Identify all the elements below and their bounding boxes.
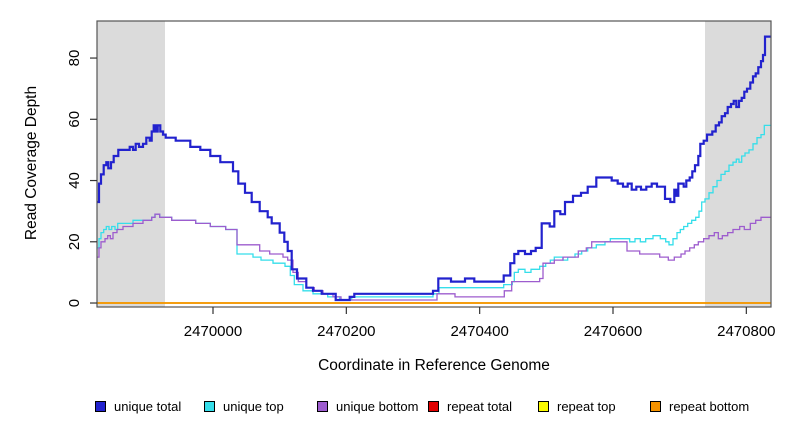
legend-label-unique-bottom: unique bottom [336,398,419,414]
series-unique-top [97,124,771,301]
legend-swatch-unique-top [204,400,215,412]
x-tick-label: 2470200 [317,323,375,340]
y-tick-label: 0 [66,299,83,307]
y-tick-label: 20 [66,233,83,250]
legend-item-repeat-bottom: repeat bottom [650,398,749,414]
legend-label-unique-top: unique top [223,398,284,414]
legend: unique total unique top unique bottom repea… [0,398,792,418]
legend-item-repeat-total: repeat total [428,398,512,414]
legend-label-repeat-top: repeat top [557,398,616,414]
legend-swatch-unique-total [95,400,106,412]
legend-swatch-repeat-top [538,400,549,412]
legend-swatch-repeat-total [428,400,439,412]
y-tick-label: 60 [66,111,83,128]
series-unique-bottom [97,213,771,301]
legend-item-repeat-top: repeat top [538,398,616,414]
series-unique-total [97,35,771,302]
repeat-region-band [705,21,771,307]
legend-item-unique-bottom: unique bottom [317,398,418,414]
y-axis-title: Read Coverage Depth [23,85,40,241]
y-tick-label: 40 [66,172,83,189]
legend-swatch-repeat-bottom [650,400,661,412]
x-axis-title: Coordinate in Reference Genome [318,357,550,374]
y-tick-label: 80 [66,50,83,67]
legend-swatch-unique-bottom [317,400,328,412]
x-tick-label: 2470000 [184,323,242,340]
plot-box [96,20,772,308]
x-tick-label: 2470800 [717,323,775,340]
legend-label-unique-total: unique total [114,398,182,414]
legend-label-repeat-total: repeat total [447,398,513,414]
legend-item-unique-top: unique top [204,398,284,414]
x-tick-label: 2470400 [450,323,508,340]
legend-label-repeat-bottom: repeat bottom [669,398,750,414]
legend-item-unique-total: unique total [95,398,181,414]
x-tick-label: 2470600 [584,323,642,340]
